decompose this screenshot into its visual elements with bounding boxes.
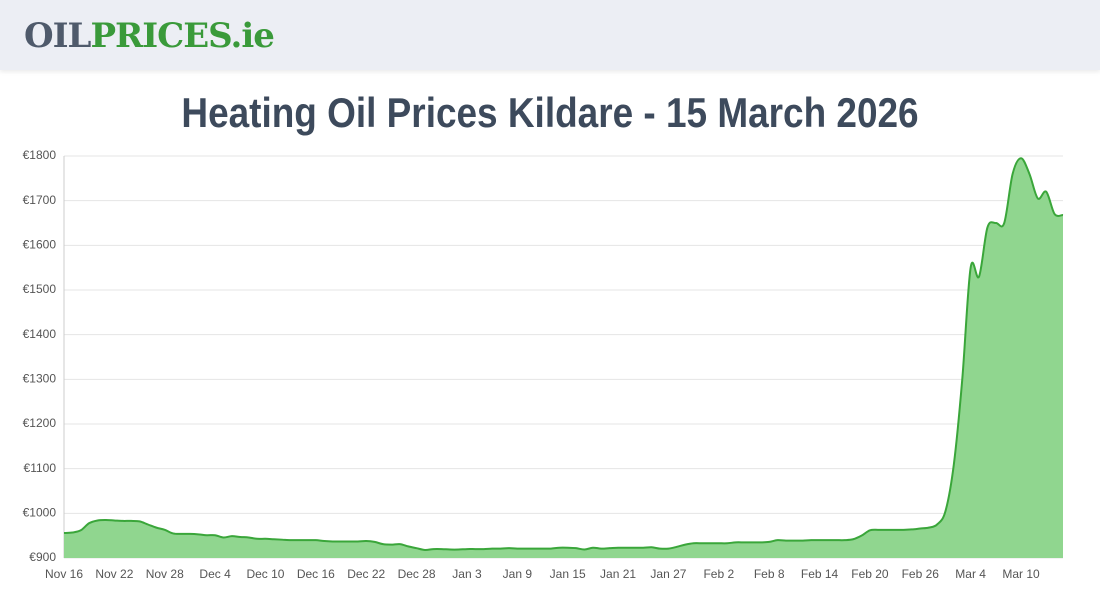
x-tick-label: Nov 16 xyxy=(45,567,83,581)
x-tick-label: Feb 26 xyxy=(902,567,940,581)
y-tick-label: €1700 xyxy=(23,193,57,207)
y-tick-label: €1100 xyxy=(24,461,57,475)
x-tick-label: Jan 15 xyxy=(550,567,586,581)
x-tick-label: Mar 10 xyxy=(1002,567,1040,581)
y-tick-label: €1300 xyxy=(23,372,57,386)
logo-part: PRICES xyxy=(90,16,231,56)
x-tick-label: Feb 14 xyxy=(801,567,839,581)
x-tick-label: Jan 3 xyxy=(452,567,482,581)
y-tick-label: €1200 xyxy=(23,416,57,430)
x-tick-label: Jan 21 xyxy=(600,567,636,581)
x-tick-label: Dec 10 xyxy=(246,567,284,581)
x-tick-label: Jan 9 xyxy=(503,567,533,581)
y-tick-label: €1400 xyxy=(23,327,57,341)
logo[interactable]: OILPRICES.ie xyxy=(24,16,275,56)
x-tick-label: Dec 28 xyxy=(398,567,436,581)
x-tick-label: Nov 28 xyxy=(146,567,184,581)
y-tick-label: €1000 xyxy=(23,506,57,520)
y-tick-label: €1800 xyxy=(23,148,57,162)
x-tick-label: Dec 22 xyxy=(347,567,385,581)
chart-title: Heating Oil Prices Kildare - 15 March 20… xyxy=(181,90,918,137)
area xyxy=(64,158,1063,558)
x-tick-label: Dec 4 xyxy=(199,567,231,581)
y-tick-label: €900 xyxy=(29,550,56,564)
header: OILPRICES.ie xyxy=(0,0,1100,70)
x-tick-label: Dec 16 xyxy=(297,567,335,581)
x-tick-label: Nov 22 xyxy=(95,567,133,581)
logo-part: .ie xyxy=(230,16,274,56)
chart: Heating Oil Prices Kildare - 15 March 20… xyxy=(23,90,1064,581)
y-tick-label: €1600 xyxy=(23,238,57,252)
logo-part: OIL xyxy=(24,16,91,56)
y-tick-label: €1500 xyxy=(23,282,57,296)
x-tick-label: Feb 20 xyxy=(851,567,889,581)
x-tick-label: Feb 8 xyxy=(754,567,785,581)
x-tick-label: Jan 27 xyxy=(650,567,686,581)
line xyxy=(63,157,1064,551)
x-tick-label: Mar 4 xyxy=(955,567,986,581)
x-tick-label: Feb 2 xyxy=(703,567,734,581)
